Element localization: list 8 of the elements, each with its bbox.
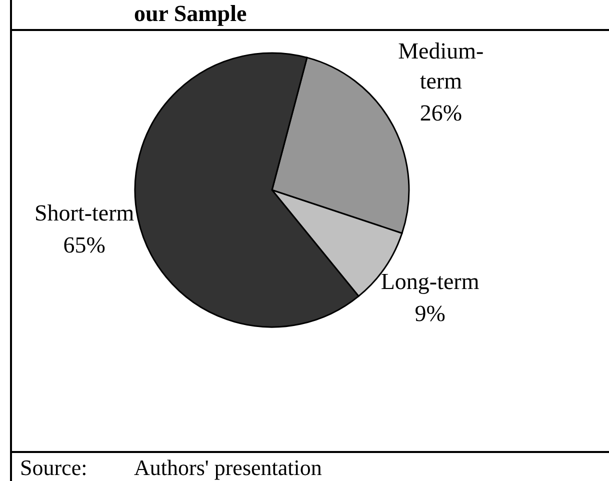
data-label: 9% — [414, 301, 446, 326]
data-label: 26% — [420, 100, 462, 126]
slice-label: Long-term — [380, 269, 480, 294]
slice-label: Medium-term — [398, 38, 484, 94]
chart-title: our Sample — [134, 1, 247, 26]
text: Source: Authors' presentation — [20, 455, 322, 480]
data-label: 65% — [63, 232, 106, 258]
slice-label: Short-term — [34, 200, 134, 226]
